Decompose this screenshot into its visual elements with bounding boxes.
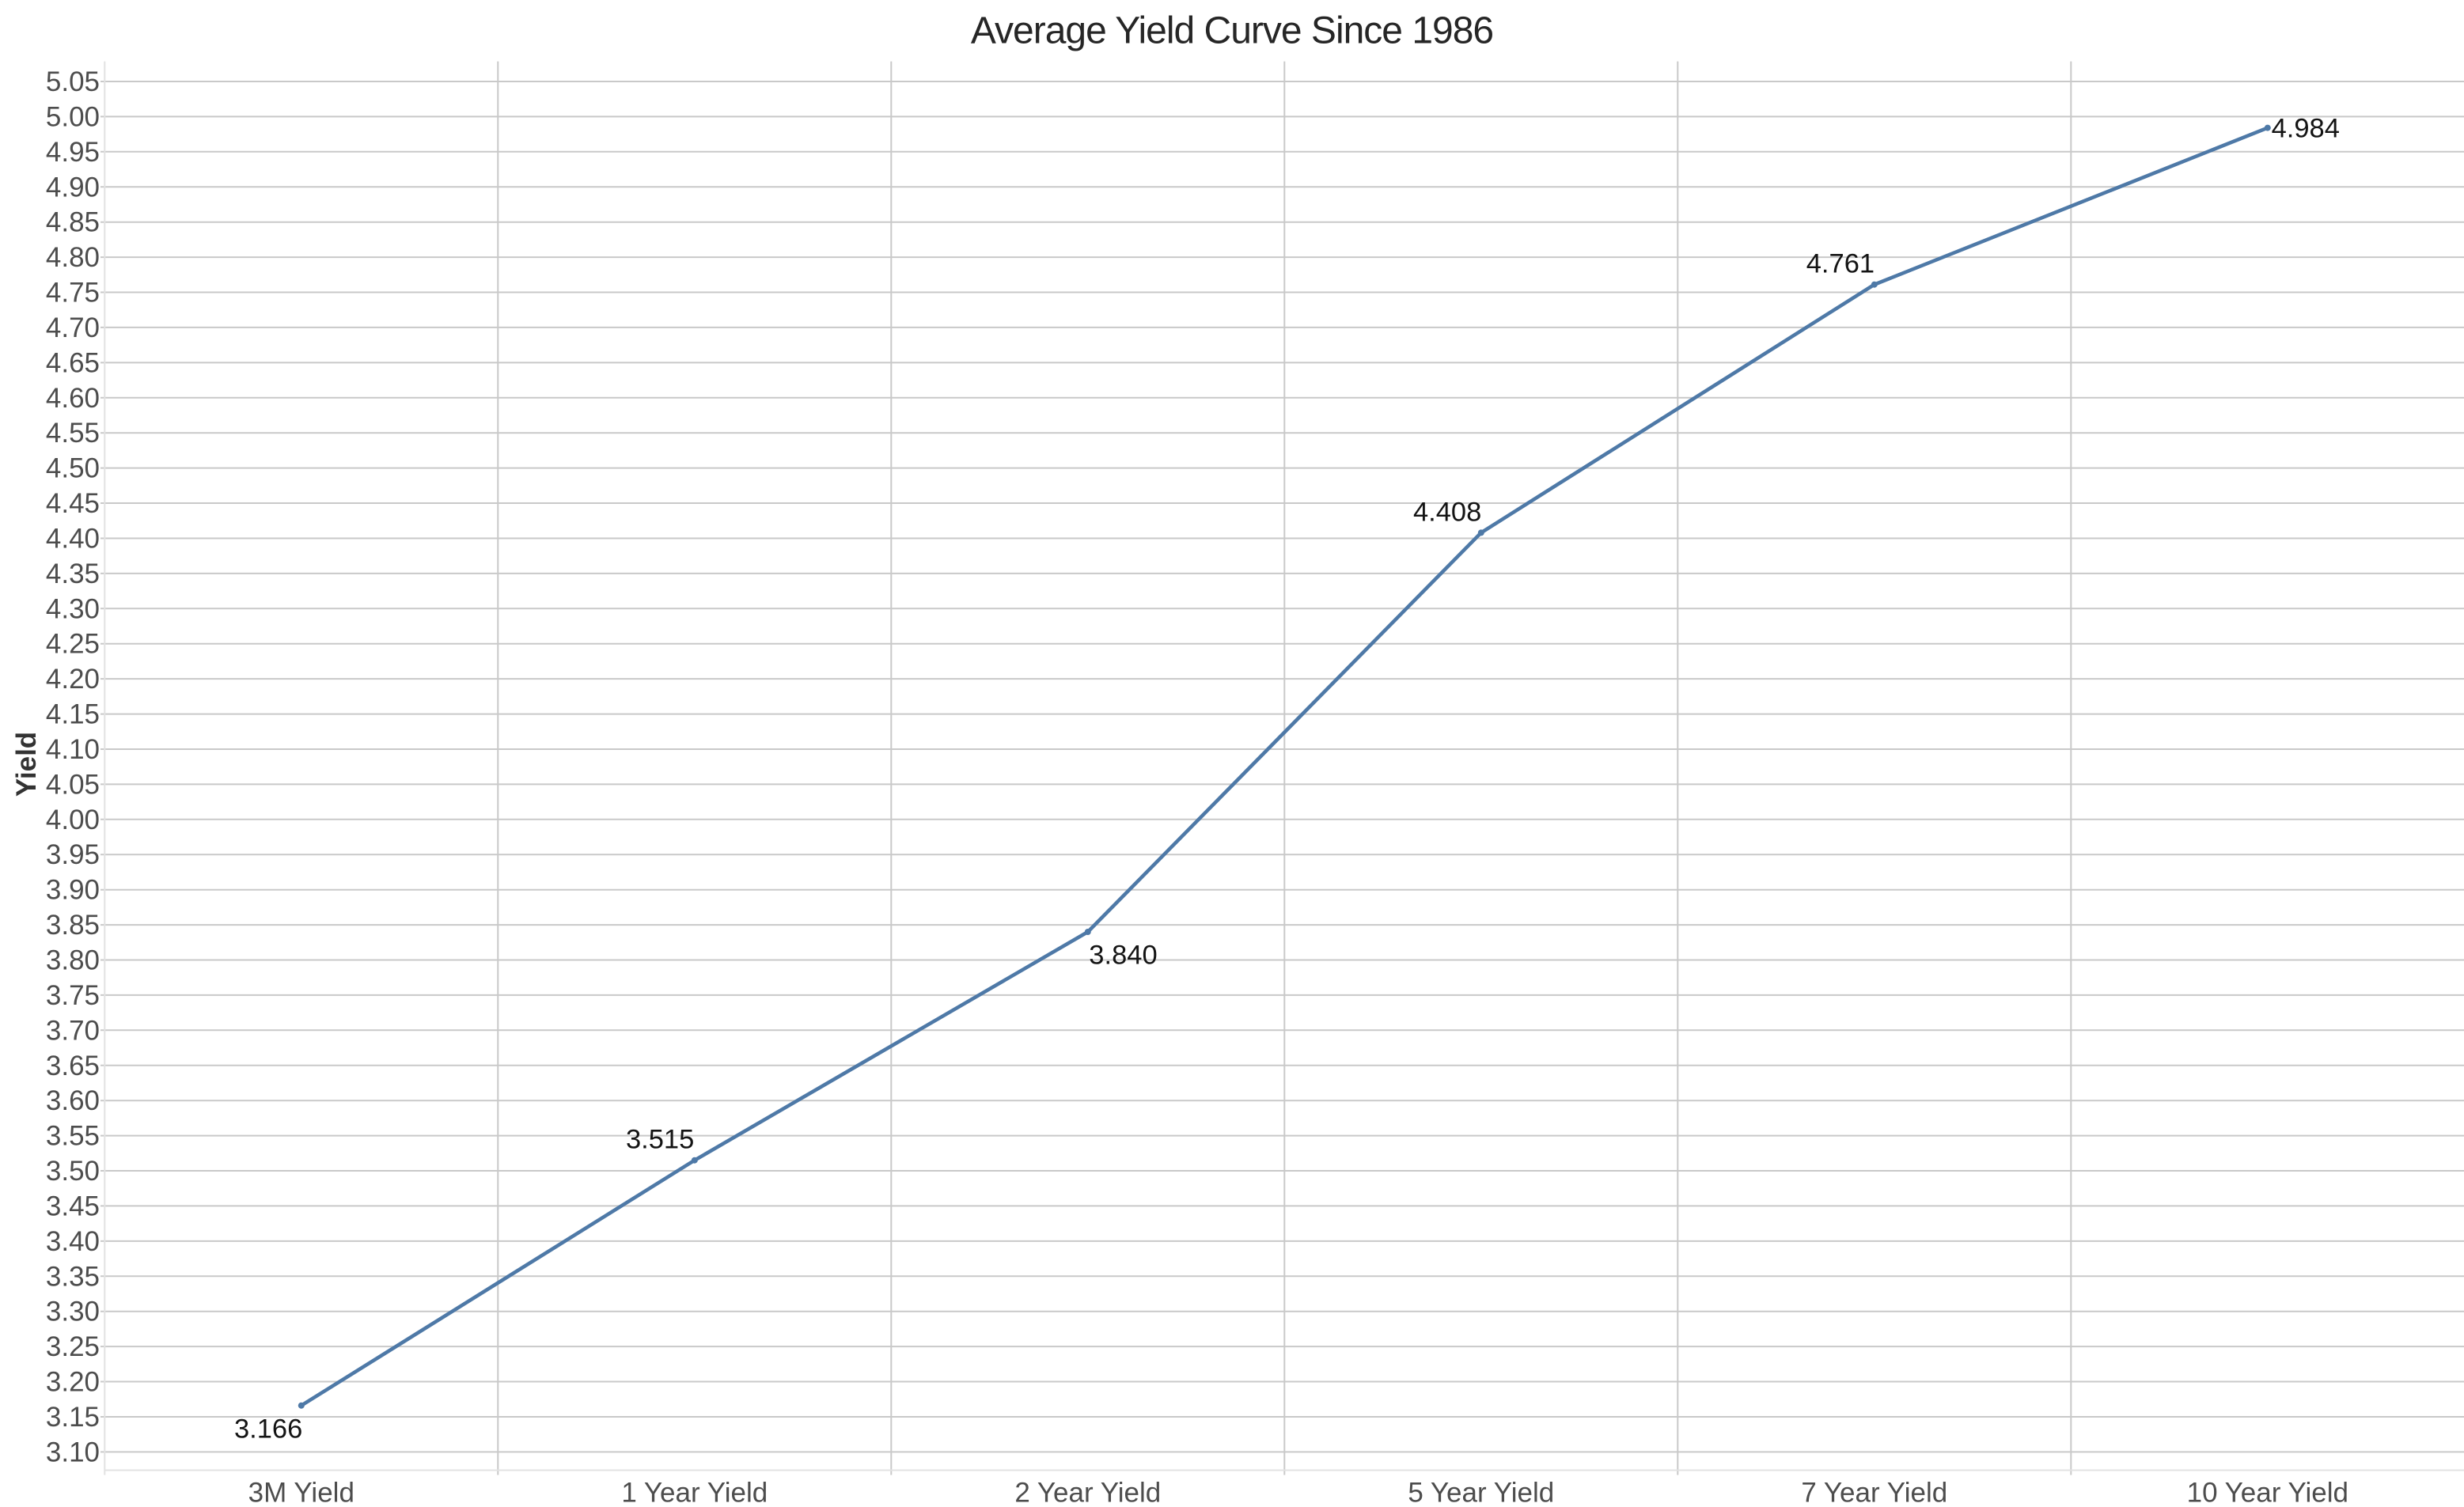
svg-text:3.840: 3.840 [1089,940,1157,970]
svg-text:3.35: 3.35 [46,1261,100,1292]
svg-text:3.75: 3.75 [46,980,100,1011]
svg-text:4.00: 4.00 [46,805,100,835]
svg-text:Yield: Yield [11,732,42,797]
svg-text:4.408: 4.408 [1413,497,1481,527]
svg-text:4.75: 4.75 [46,278,100,309]
svg-text:3M Yield: 3M Yield [248,1478,354,1507]
svg-text:4.65: 4.65 [46,347,100,378]
svg-text:3.65: 3.65 [46,1051,100,1081]
svg-text:3.45: 3.45 [46,1191,100,1221]
svg-text:3.85: 3.85 [46,910,100,941]
svg-text:4.80: 4.80 [46,242,100,273]
svg-text:4.20: 4.20 [46,664,100,695]
svg-text:3.10: 3.10 [46,1437,100,1467]
svg-text:4.60: 4.60 [46,383,100,414]
svg-text:4.25: 4.25 [46,629,100,660]
svg-text:4.50: 4.50 [46,453,100,484]
svg-text:4.984: 4.984 [2272,113,2340,143]
svg-text:1 Year Yield: 1 Year Yield [621,1478,768,1507]
svg-text:4.90: 4.90 [46,172,100,203]
svg-text:3.166: 3.166 [234,1414,302,1444]
svg-text:4.45: 4.45 [46,488,100,519]
svg-text:4.761: 4.761 [1806,249,1875,279]
svg-text:4.10: 4.10 [46,734,100,765]
svg-text:10 Year Yield: 10 Year Yield [2187,1478,2348,1507]
svg-text:3.80: 3.80 [46,945,100,976]
svg-text:3.60: 3.60 [46,1085,100,1116]
svg-text:3.50: 3.50 [46,1156,100,1187]
svg-text:4.55: 4.55 [46,418,100,449]
svg-text:3.70: 3.70 [46,1015,100,1046]
svg-text:3.20: 3.20 [46,1367,100,1398]
svg-text:5 Year Yield: 5 Year Yield [1408,1478,1554,1507]
svg-text:4.30: 4.30 [46,593,100,624]
svg-text:3.25: 3.25 [46,1331,100,1362]
svg-text:3.90: 3.90 [46,875,100,906]
svg-text:3.15: 3.15 [46,1402,100,1433]
svg-text:5.05: 5.05 [46,66,100,97]
svg-text:Average Yield Curve Since 1986: Average Yield Curve Since 1986 [971,10,1493,52]
svg-text:3.30: 3.30 [46,1297,100,1327]
svg-text:4.85: 4.85 [46,207,100,238]
svg-text:3.515: 3.515 [626,1125,694,1155]
svg-text:3.40: 3.40 [46,1226,100,1257]
svg-text:4.05: 4.05 [46,769,100,800]
svg-text:4.35: 4.35 [46,558,100,589]
svg-text:7 Year Yield: 7 Year Yield [1801,1478,1947,1507]
svg-text:3.95: 3.95 [46,839,100,870]
svg-text:2 Year Yield: 2 Year Yield [1014,1478,1161,1507]
svg-text:4.70: 4.70 [46,312,100,343]
svg-text:3.55: 3.55 [46,1121,100,1152]
svg-text:4.15: 4.15 [46,699,100,730]
svg-text:4.95: 4.95 [46,137,100,168]
svg-text:5.00: 5.00 [46,101,100,132]
svg-text:4.40: 4.40 [46,524,100,555]
